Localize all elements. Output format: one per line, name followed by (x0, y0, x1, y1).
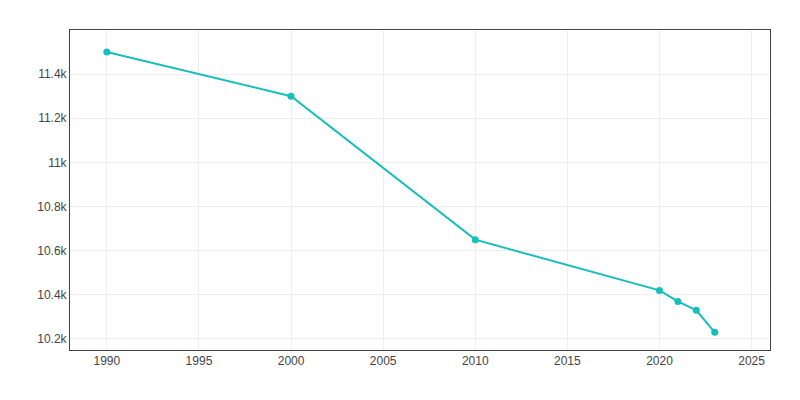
svg-text:11k: 11k (48, 156, 67, 170)
svg-text:2025: 2025 (738, 354, 765, 368)
svg-text:11.2k: 11.2k (38, 111, 67, 125)
svg-text:1990: 1990 (93, 354, 120, 368)
svg-text:10.6k: 10.6k (37, 244, 67, 258)
svg-text:1995: 1995 (186, 354, 213, 368)
svg-text:2015: 2015 (554, 354, 581, 368)
svg-text:11.4k: 11.4k (38, 67, 67, 81)
svg-text:10.8k: 10.8k (37, 200, 67, 214)
svg-text:2020: 2020 (646, 354, 673, 368)
svg-text:2010: 2010 (462, 354, 489, 368)
svg-text:2005: 2005 (370, 354, 397, 368)
svg-text:10.2k: 10.2k (37, 332, 67, 346)
svg-text:2000: 2000 (278, 354, 305, 368)
svg-text:10.4k: 10.4k (37, 288, 67, 302)
